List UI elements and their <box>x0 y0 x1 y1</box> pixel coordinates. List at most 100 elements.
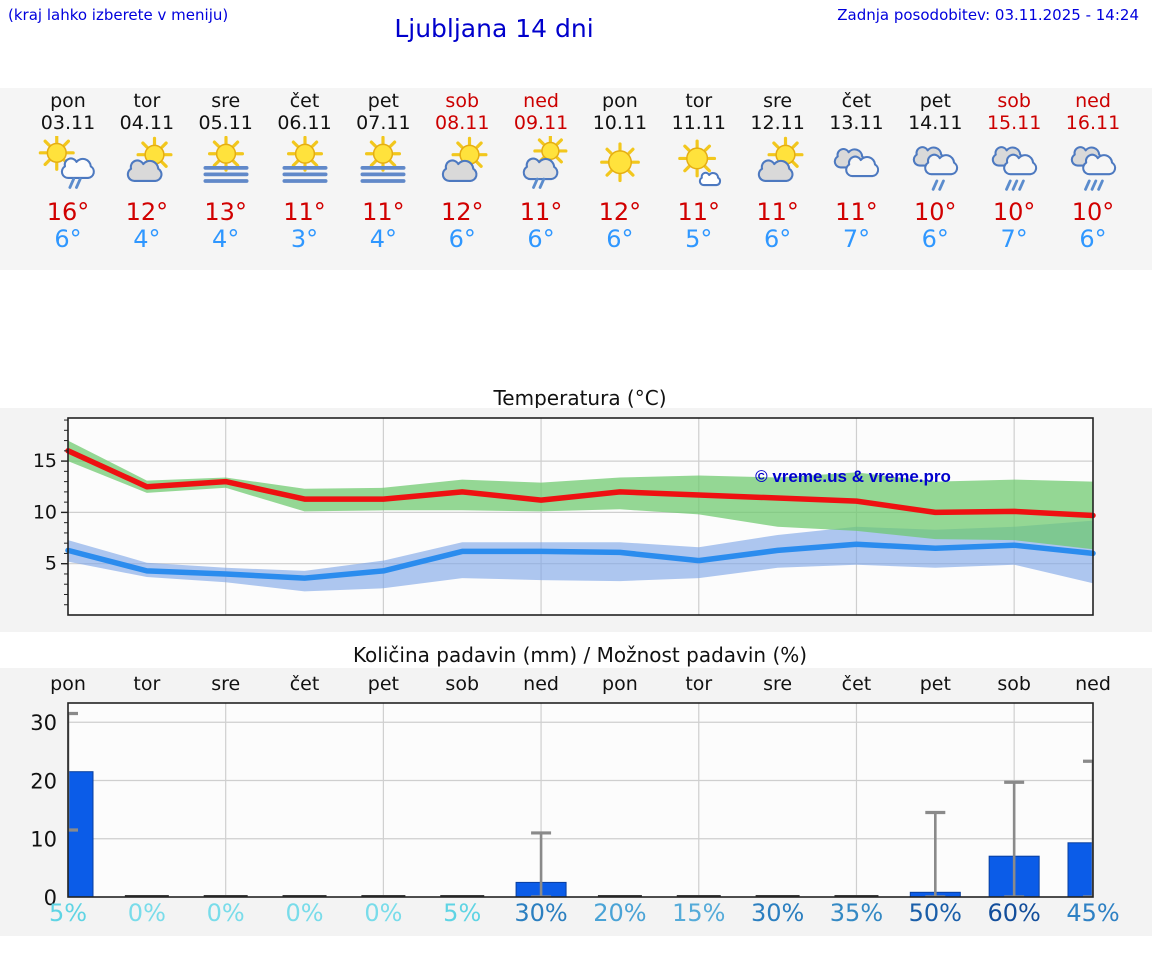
page-title: Ljubljana 14 dni <box>394 14 594 43</box>
day-column[interactable]: tor 11.11 11° 5° <box>659 88 739 253</box>
day-name: tor <box>685 90 713 112</box>
day-column[interactable]: čet 13.11 11° 7° <box>816 88 896 253</box>
day-low-temp: 6° <box>54 225 82 253</box>
precip-probability-label: 30% <box>750 899 805 927</box>
day-column[interactable]: sre 12.11 11° 6° <box>738 88 818 253</box>
location-menu-hint: (kraj lahko izberete v meniju) <box>8 6 229 24</box>
day-low-temp: 6° <box>921 225 949 253</box>
precip-day-label: tor <box>133 673 161 695</box>
weather-icon-cloudy-rain <box>974 136 1054 198</box>
day-name: pet <box>367 90 399 112</box>
precip-day-label: sre <box>211 673 241 695</box>
day-name: ned <box>523 90 559 112</box>
precip-probability-label: 30% <box>514 899 568 927</box>
svg-text:0: 0 <box>44 886 57 910</box>
precip-probability-label: 45% <box>1066 899 1120 927</box>
day-column[interactable]: pet 14.11 10° 6° <box>895 88 975 253</box>
day-low-temp: 4° <box>212 225 240 253</box>
weather-icon-cloud-sun <box>422 136 502 198</box>
day-name: sre <box>211 90 241 112</box>
day-date: 10.11 <box>592 112 648 134</box>
weather-icon-sun <box>580 136 660 198</box>
weather-icon-cloud-sun <box>107 136 187 198</box>
day-date: 15.11 <box>986 112 1042 134</box>
precip-probability-label: 5% <box>48 899 88 927</box>
day-column[interactable]: sob 15.11 10° 7° <box>974 88 1054 253</box>
day-low-temp: 6° <box>606 225 634 253</box>
svg-text:10: 10 <box>33 501 57 523</box>
precip-day-label: sob <box>445 673 480 695</box>
day-name: ned <box>1075 90 1111 112</box>
day-name: čet <box>289 90 320 112</box>
day-low-temp: 4° <box>369 225 398 253</box>
precip-day-label: sre <box>763 673 793 695</box>
precipitation-chart: 0 10 20 30 <box>30 702 1094 910</box>
day-name: pon <box>50 90 86 112</box>
precip-day-label: ned <box>1075 673 1111 695</box>
day-column[interactable]: čet 06.11 11° 3° <box>265 88 345 253</box>
day-name: tor <box>133 90 161 112</box>
precip-probability-label: 20% <box>593 899 647 927</box>
day-low-temp: 3° <box>290 225 319 253</box>
day-high-temp: 12° <box>598 198 642 226</box>
day-high-temp: 11° <box>283 198 326 226</box>
day-low-temp: 6° <box>527 225 555 253</box>
day-low-temp: 6° <box>763 225 792 253</box>
day-low-temp: 7° <box>1000 225 1028 253</box>
weather-icon-fog-sun <box>265 135 345 198</box>
day-date: 06.11 <box>277 112 332 134</box>
day-high-temp: 16° <box>46 198 90 226</box>
day-date: 13.11 <box>829 112 884 134</box>
precip-day-label: ned <box>523 673 559 695</box>
day-date: 16.11 <box>1065 112 1121 134</box>
svg-text:20: 20 <box>30 769 57 793</box>
weather-icon-sun-cloud-rain <box>28 134 108 198</box>
precip-probability-label: 5% <box>443 899 482 927</box>
precip-day-label: sob <box>997 673 1031 695</box>
weather-icon-cloudy <box>816 136 896 198</box>
day-high-temp: 13° <box>204 198 247 226</box>
day-high-temp: 10° <box>992 198 1036 226</box>
day-column[interactable]: sre 05.11 13° 4° <box>186 88 266 253</box>
day-high-temp: 11° <box>519 198 563 226</box>
day-low-temp: 5° <box>685 225 713 253</box>
precipitation-chart-title: Količina padavin (mm) / Možnost padavin … <box>352 643 808 667</box>
day-name: čet <box>841 90 872 112</box>
day-date: 04.11 <box>119 112 175 134</box>
weather-icon-fog-sun <box>343 135 423 198</box>
day-date: 08.11 <box>435 112 490 134</box>
weather-icon-cloud-sun <box>738 136 818 198</box>
day-column[interactable]: pon 03.11 16° 6° <box>28 88 108 253</box>
day-column[interactable]: ned 16.11 10° 6° <box>1053 88 1133 253</box>
svg-text:10: 10 <box>30 828 57 852</box>
day-column[interactable]: sob 08.11 12° 6° <box>422 88 502 253</box>
weather-icon-cloudy-rain <box>1053 136 1133 198</box>
day-high-temp: 11° <box>362 198 405 226</box>
precip-day-label: tor <box>685 673 713 695</box>
day-name: sob <box>997 90 1031 112</box>
day-name: pet <box>919 90 951 112</box>
precip-day-label: čet <box>841 673 872 695</box>
day-date: 07.11 <box>356 112 411 134</box>
day-column[interactable]: pon 10.11 12° 6° <box>580 88 660 253</box>
day-column[interactable]: pet 07.11 11° 4° <box>343 88 423 253</box>
temperature-chart-title: Temperatura (°C) <box>493 386 667 410</box>
svg-text:30: 30 <box>30 711 57 735</box>
day-column[interactable]: ned 09.11 11° 6° <box>501 88 581 253</box>
precip-probability-label: 0% <box>364 899 403 927</box>
weather-icon-sun-small-cloud <box>659 136 739 198</box>
day-low-temp: 6° <box>448 225 476 253</box>
weather-icon-cloudy-rain-light <box>895 136 975 198</box>
day-high-temp: 12° <box>440 198 484 226</box>
day-date: 03.11 <box>40 112 96 134</box>
day-name: pon <box>602 90 638 112</box>
precip-probability-label: 0% <box>127 899 166 927</box>
day-date: 05.11 <box>198 112 253 134</box>
precip-probability-label: 0% <box>206 899 245 927</box>
day-name: sob <box>445 90 480 112</box>
last-updated: Zadnja posodobitev: 03.11.2025 - 14:24 <box>837 6 1139 24</box>
day-column[interactable]: tor 04.11 12° 4° <box>107 88 187 253</box>
precip-day-label: pon <box>50 673 86 695</box>
precip-probability-label: 50% <box>908 899 962 927</box>
